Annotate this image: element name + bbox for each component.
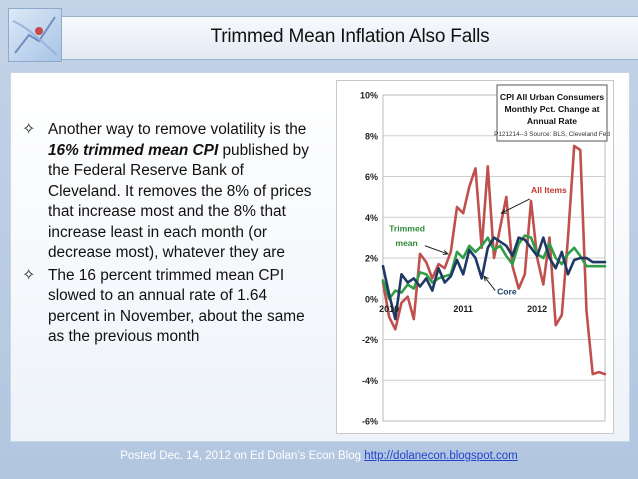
bullet-list: ✧ Another way to remove volatility is th… <box>16 120 316 350</box>
series-line <box>381 234 607 301</box>
chart-title-line-2: Monthly Pct. Change at <box>504 104 599 114</box>
logo <box>8 8 62 62</box>
y-tick-label: 8% <box>365 131 378 141</box>
y-tick-label: -6% <box>362 417 378 427</box>
annotation-arrow <box>483 276 496 291</box>
bullet-item: ✧ Another way to remove volatility is th… <box>16 120 316 264</box>
y-tick-label: 4% <box>365 213 378 223</box>
logo-graphic <box>12 16 58 56</box>
y-tick-label: 6% <box>365 172 378 182</box>
annotation-arrow <box>501 198 530 214</box>
slide-title: Trimmed Mean Inflation Also Falls <box>210 26 490 47</box>
series-line <box>381 144 607 376</box>
bullet-text: The 16 percent trimmed mean CPI slowed t… <box>48 266 305 346</box>
chart-title-line-1: CPI All Urban Consumers <box>500 92 604 102</box>
x-tick-label: 2010 <box>379 304 399 314</box>
chart-annotation: All Items <box>531 185 567 195</box>
chart-title-box <box>496 84 608 142</box>
star-bullet-icon: ✧ <box>22 266 36 284</box>
y-tick-label: 0% <box>365 294 378 304</box>
y-tick-label: -2% <box>362 335 378 345</box>
star-bullet-icon: ✧ <box>22 121 36 138</box>
annotation-arrow <box>424 245 448 255</box>
footer-link[interactable]: http://dolanecon.blogspot.com <box>364 450 518 462</box>
y-tick-label: 10% <box>360 91 378 101</box>
bullet-text: Another way to remove volatility is the <box>48 121 307 138</box>
y-tick-label: -4% <box>362 376 378 386</box>
annotation-arrowhead <box>500 208 507 214</box>
annotation-arrowhead <box>442 250 449 255</box>
chart-subtitle: P121214--3 Source: BLS, Cleveland Fed <box>494 131 610 138</box>
inflation-chart: -6% -4% -2% 0% 2% 4% 6% 8% 10% CPI All Urban Con… <box>336 80 614 434</box>
bullet-item: ✧ The 16 percent trimmed mean CPI slowed… <box>16 266 316 348</box>
series-line <box>381 236 607 321</box>
chart-annotation: mean <box>395 238 417 248</box>
annotation-arrowhead <box>483 275 489 282</box>
chart-canvas: -6% -4% -2% 0% 2% 4% 6% 8% 10% CPI All Urban Con… <box>360 84 610 427</box>
footer-text: Posted Dec. 14, 2012 on Ed Dolan’s Econ … <box>120 450 365 462</box>
title-bar <box>62 16 638 60</box>
y-tick-label: 2% <box>365 254 378 264</box>
chart-title-line-3: Annual Rate <box>527 116 577 126</box>
chart-annotation: Trimmed <box>389 224 425 234</box>
plot-area <box>382 94 606 422</box>
footer: Posted Dec. 14, 2012 on Ed Dolan’s Econ … <box>0 450 638 462</box>
bullet-emphasis: 16% trimmed mean CPI <box>48 141 219 159</box>
x-tick-label: 2012 <box>527 304 547 314</box>
x-tick-label: 2011 <box>453 304 473 314</box>
chart-annotation: Core <box>497 287 517 297</box>
bullet-text-rest: published by the Federal Reserve Bank of… <box>48 141 312 262</box>
